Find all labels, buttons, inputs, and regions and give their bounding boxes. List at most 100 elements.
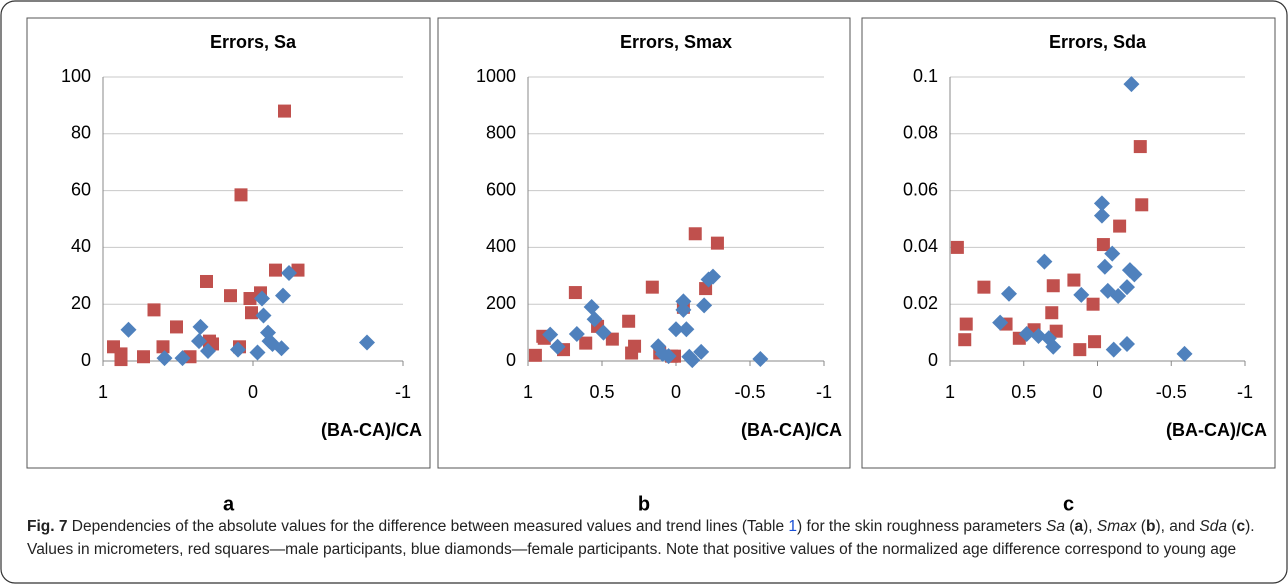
x-axis-label: (BA-CA)/CA	[1166, 420, 1267, 440]
diamond-marker	[1110, 287, 1127, 304]
caption-text: (	[1065, 518, 1075, 535]
caption-param: Sa	[1046, 518, 1065, 535]
diamond-marker	[549, 338, 566, 355]
diamond-marker	[249, 344, 266, 361]
x-tick-label: 0.5	[589, 382, 614, 402]
diamond-marker	[191, 333, 207, 350]
square-marker	[114, 353, 128, 367]
diamond-marker	[156, 350, 173, 367]
square-marker	[622, 314, 636, 328]
x-tick-label: -1	[816, 382, 832, 402]
diamond-marker	[1036, 253, 1053, 270]
diamond-marker	[1093, 207, 1110, 224]
diamond-marker	[275, 287, 291, 304]
x-tick-label: 0	[1092, 382, 1102, 402]
diamond-marker	[230, 341, 246, 358]
square-marker	[200, 274, 213, 288]
caption: Fig. 7 Dependencies of the absolute valu…	[27, 516, 1267, 561]
panel-label: a	[223, 493, 235, 515]
caption-panel: a	[1074, 518, 1084, 535]
chart-title: Errors, Sda	[1049, 32, 1147, 52]
diamond-marker	[542, 326, 559, 343]
diamond-marker	[254, 290, 270, 307]
diamond-marker	[1119, 335, 1135, 352]
square-marker	[1113, 219, 1127, 233]
diamond-marker	[586, 311, 603, 328]
y-tick-label: 1000	[476, 66, 516, 86]
x-tick-label: 1	[523, 382, 533, 402]
table-link[interactable]: 1	[788, 518, 798, 535]
square-marker	[137, 350, 150, 364]
diamond-marker	[1104, 245, 1121, 262]
square-marker	[1135, 198, 1149, 212]
diamond-marker	[675, 293, 692, 310]
diamond-marker	[678, 321, 695, 338]
y-tick-label: 600	[486, 179, 516, 199]
diamond-marker	[255, 307, 272, 324]
caption-text: Dependencies of the absolute values for …	[67, 518, 789, 535]
square-marker	[1096, 238, 1110, 252]
diamond-marker	[273, 340, 290, 357]
diamond-marker	[693, 343, 710, 360]
diamond-marker	[1176, 345, 1193, 362]
square-marker	[688, 227, 702, 241]
square-marker	[170, 320, 183, 334]
diamond-marker	[1018, 326, 1035, 343]
square-marker	[1133, 140, 1147, 154]
x-tick-label: 1	[945, 382, 955, 402]
square-marker	[528, 348, 542, 362]
diamond-marker	[281, 264, 297, 281]
diamond-marker	[1030, 328, 1047, 345]
x-tick-label: 0.5	[1011, 382, 1036, 402]
diamond-marker	[200, 343, 216, 360]
square-marker	[1046, 279, 1060, 293]
chart-title: Errors, Smax	[620, 32, 732, 52]
diamond-marker	[174, 350, 191, 367]
square-marker	[1067, 273, 1081, 287]
y-tick-label: 40	[71, 236, 91, 256]
diamond-marker	[1105, 341, 1122, 358]
square-marker	[278, 104, 291, 118]
diamond-marker	[1073, 286, 1090, 303]
x-tick-label: -0.5	[1156, 382, 1187, 402]
diamond-marker	[660, 348, 677, 365]
square-marker	[579, 336, 593, 350]
square-marker	[1088, 335, 1102, 349]
caption-text: ),	[1083, 518, 1097, 535]
diamond-marker	[1001, 285, 1017, 302]
y-tick-label: 200	[486, 293, 516, 313]
diamond-marker	[1045, 338, 1062, 355]
x-tick-label: -1	[1237, 382, 1253, 402]
diamond-marker	[595, 324, 612, 341]
y-tick-label: 400	[486, 236, 516, 256]
square-marker	[628, 339, 642, 353]
panel-label: c	[1063, 493, 1074, 515]
x-tick-label: 0	[671, 382, 681, 402]
square-marker	[245, 306, 258, 320]
diamond-marker	[696, 297, 713, 314]
diamond-marker	[568, 326, 585, 343]
caption-text: (	[1226, 518, 1237, 535]
caption-label: Fig. 7	[27, 518, 68, 535]
square-marker	[1045, 306, 1059, 320]
diamond-marker	[705, 268, 721, 285]
diamond-marker	[120, 321, 137, 338]
y-tick-label: 0.06	[903, 179, 938, 199]
square-marker	[1073, 343, 1087, 357]
y-tick-label: 80	[71, 123, 91, 143]
square-marker	[156, 340, 170, 354]
diamond-marker	[675, 301, 692, 318]
diamond-marker	[192, 318, 209, 335]
square-marker	[958, 333, 972, 347]
panel-frame	[26, 17, 431, 469]
panel-frame	[437, 17, 851, 469]
y-tick-label: 60	[71, 179, 91, 199]
caption-param: Smax	[1096, 518, 1137, 535]
diamond-marker	[359, 334, 375, 351]
y-tick-label: 100	[61, 66, 91, 86]
caption-text: ) for the skin roughness parameters	[797, 518, 1047, 535]
x-axis-label: (BA-CA)/CA	[321, 420, 422, 440]
